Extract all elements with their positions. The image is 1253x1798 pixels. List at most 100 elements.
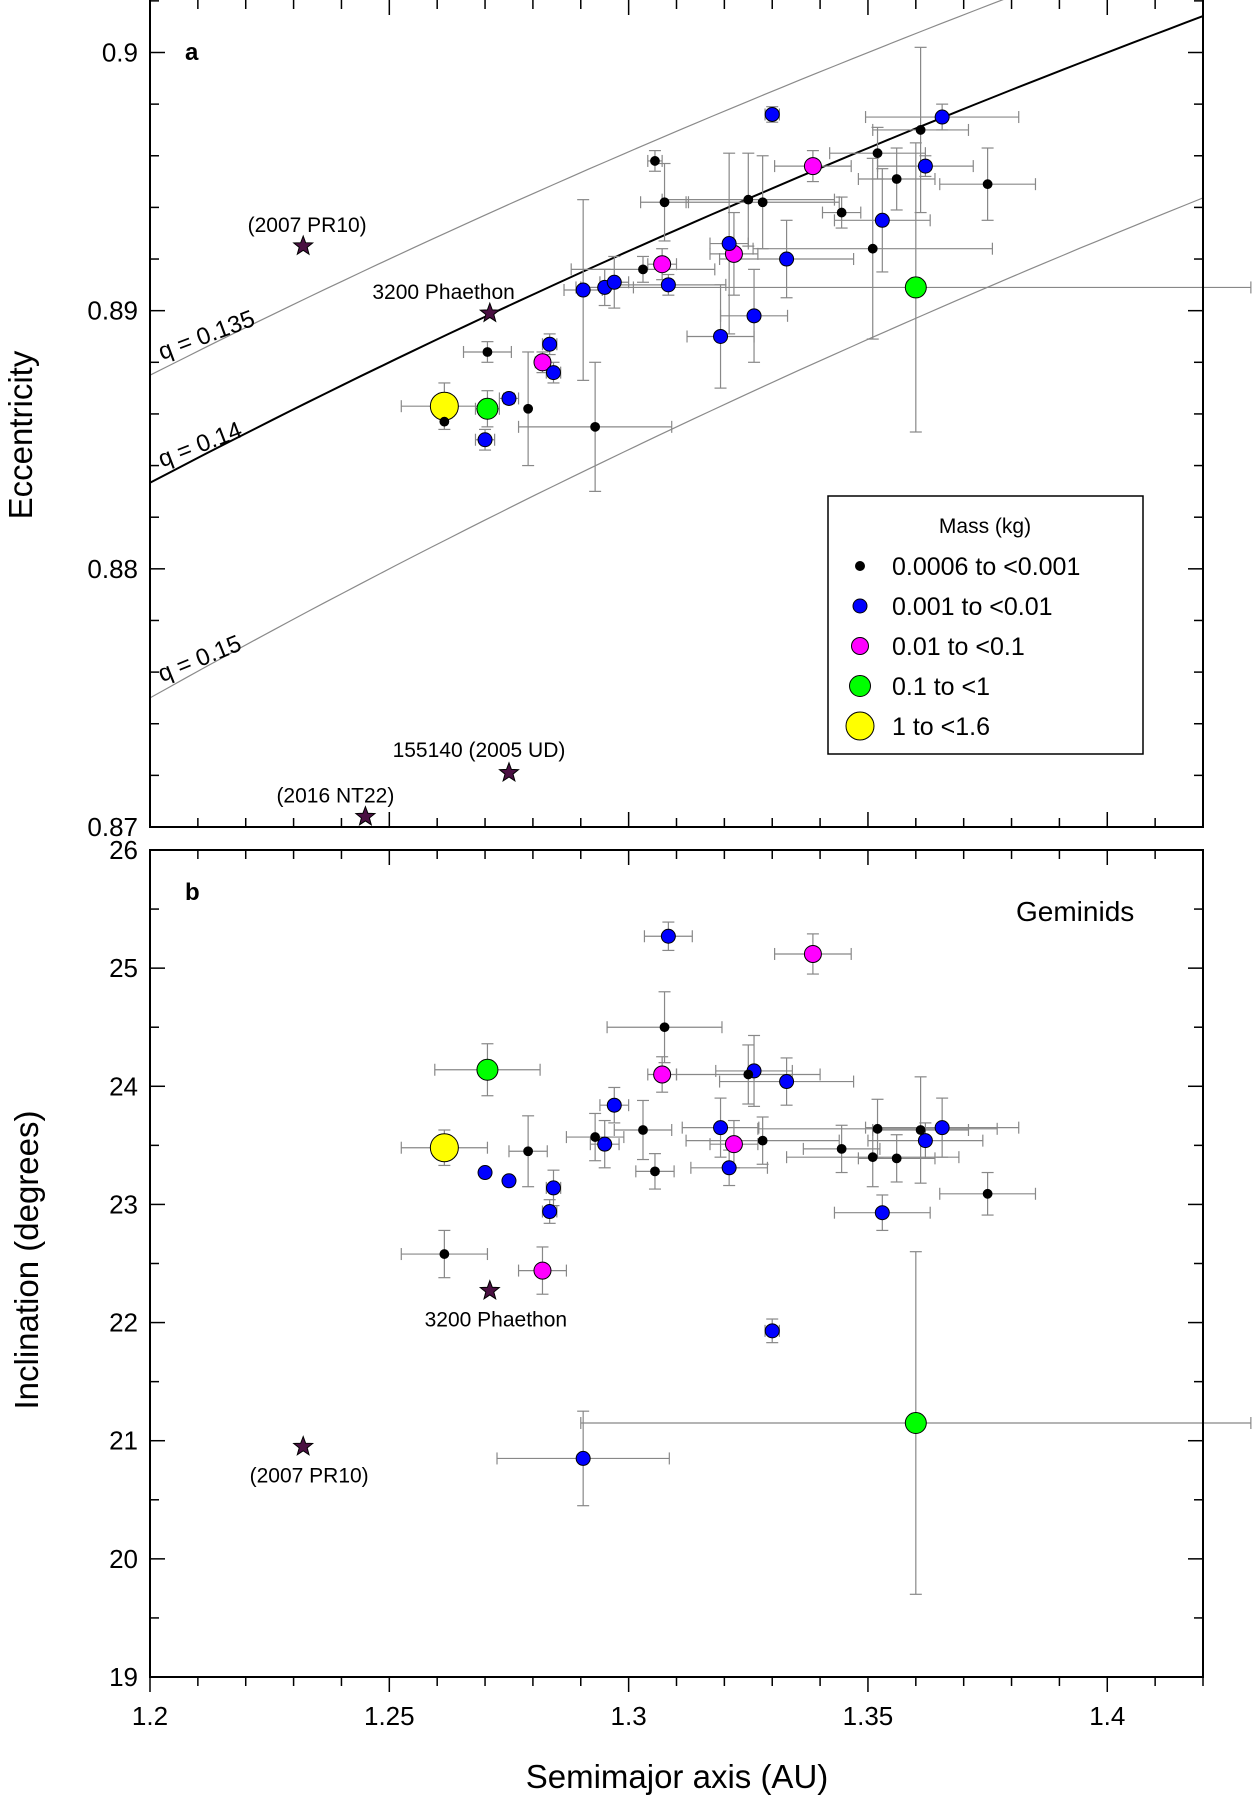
- data-point-blue: [660, 277, 676, 293]
- legend-box: [827, 495, 1144, 755]
- data-point-black: [743, 1069, 754, 1080]
- named-object-star: [292, 1435, 315, 1456]
- data-point-black: [836, 207, 847, 218]
- panel-a-y-axis-label: Eccentricity: [2, 350, 39, 519]
- named-object-label: (2016 NT22): [276, 785, 394, 808]
- data-point-blue: [545, 1180, 561, 1196]
- data-point-blue: [746, 308, 762, 324]
- data-point-blue: [660, 928, 676, 944]
- data-point-black: [872, 1123, 883, 1134]
- data-point-blue: [917, 1133, 933, 1149]
- data-point-blue: [713, 328, 729, 344]
- data-point-blue: [917, 158, 933, 174]
- data-point-black: [867, 243, 878, 254]
- legend-title: Mass (kg): [939, 515, 1031, 538]
- data-point-magenta: [653, 255, 672, 274]
- data-point-blue: [779, 251, 795, 267]
- legend-entry-label: 0.001 to <0.01: [892, 593, 1053, 621]
- data-point-black: [590, 421, 601, 432]
- data-point-magenta: [533, 1261, 552, 1280]
- y-tick-label: 21: [109, 1426, 138, 1456]
- data-point-magenta: [653, 1065, 672, 1084]
- y-tick-label: 0.9: [102, 38, 138, 68]
- data-point-blue: [874, 212, 890, 228]
- data-point-black: [982, 1188, 993, 1199]
- data-point-blue: [575, 282, 591, 298]
- data-point-magenta: [533, 353, 552, 372]
- panel-b-frame: [149, 849, 1204, 1678]
- data-point-black: [439, 416, 450, 427]
- data-point-blue: [713, 1120, 729, 1136]
- data-point-black: [982, 179, 993, 190]
- data-point-black: [659, 1022, 670, 1033]
- data-point-black: [891, 174, 902, 184]
- legend-entry-label: 0.1 to <1: [892, 673, 990, 701]
- data-point-blue: [934, 1120, 950, 1136]
- named-object-star: [478, 1279, 501, 1300]
- data-point-blue: [575, 1450, 591, 1466]
- data-point-blue: [542, 336, 558, 352]
- panel-b-label: b: [185, 879, 200, 906]
- x-tick-label: 1.2: [132, 1701, 168, 1731]
- data-point-magenta: [724, 1135, 743, 1154]
- data-point-blue: [542, 1204, 558, 1220]
- data-point-blue: [606, 274, 622, 290]
- y-tick-label: 19: [109, 1662, 138, 1692]
- y-tick-label: 0.87: [87, 812, 138, 842]
- x-tick-label: 1.35: [843, 1701, 894, 1731]
- geminids-annotation: Geminids: [1016, 896, 1134, 927]
- q-curve-label-0: q = 0.135: [155, 305, 259, 366]
- data-point-black: [482, 347, 493, 357]
- data-point-green: [904, 1411, 927, 1434]
- data-point-black: [757, 197, 768, 208]
- data-point-black: [915, 1125, 926, 1135]
- data-point-blue: [477, 1165, 493, 1181]
- q-curve-1: [150, 15, 1203, 484]
- data-point-blue: [934, 109, 950, 125]
- data-point-black: [650, 156, 660, 166]
- data-point-blue: [874, 1205, 890, 1221]
- x-axis-label: Semimajor axis (AU): [526, 1758, 829, 1795]
- named-object-label: (2007 PR10): [250, 1465, 369, 1488]
- data-point-yellow: [429, 1133, 459, 1163]
- q-curve-label-1: q = 0.14: [154, 417, 245, 474]
- legend-marker-blue: [852, 598, 868, 614]
- x-tick-label: 1.4: [1089, 1701, 1125, 1731]
- y-tick-label: 20: [109, 1544, 138, 1574]
- data-point-blue: [779, 1074, 795, 1090]
- named-object-star: [478, 301, 501, 323]
- data-point-black: [743, 194, 754, 205]
- legend-marker-black: [855, 561, 865, 571]
- data-point-black: [872, 148, 883, 159]
- data-point-blue: [606, 1097, 622, 1113]
- y-tick-label: 0.88: [87, 554, 138, 584]
- x-tick-label: 1.3: [611, 1701, 647, 1731]
- data-point-black: [650, 1166, 660, 1177]
- named-object-star: [354, 805, 377, 826]
- data-point-black: [638, 1125, 648, 1135]
- data-point-black: [659, 197, 670, 208]
- data-point-blue: [597, 1136, 613, 1152]
- data-point-black: [590, 1132, 601, 1142]
- data-point-magenta: [803, 944, 822, 963]
- data-point-magenta: [803, 157, 822, 176]
- data-point-black: [757, 1135, 768, 1146]
- named-object-label: 3200 Phaethon: [425, 1309, 567, 1332]
- data-point-black: [638, 264, 648, 275]
- data-point-blue: [545, 365, 561, 381]
- data-point-black: [523, 1146, 534, 1157]
- named-object-label: 3200 Phaethon: [372, 281, 514, 304]
- q-curve-0: [150, 0, 1004, 376]
- legend: Mass (kg) 0.0006 to <0.001 0.001 to <0.01…: [827, 495, 1144, 755]
- panel-a-label: a: [185, 39, 199, 66]
- data-point-black: [867, 1152, 878, 1163]
- named-object-label: 155140 (2005 UD): [393, 739, 566, 762]
- data-point-green: [476, 397, 499, 420]
- data-point-black: [439, 1249, 450, 1259]
- panel-b: 3200 Phaethon (2007 PR10) 19 20 21 22 23 24 25 2…: [8, 835, 1252, 1795]
- q-curve-label-2: q = 0.15: [154, 630, 245, 688]
- data-point-blue: [477, 432, 493, 448]
- q-curve-2: [150, 197, 1203, 699]
- data-point-blue: [721, 236, 737, 252]
- legend-entry-label: 1 to <1.6: [892, 713, 990, 741]
